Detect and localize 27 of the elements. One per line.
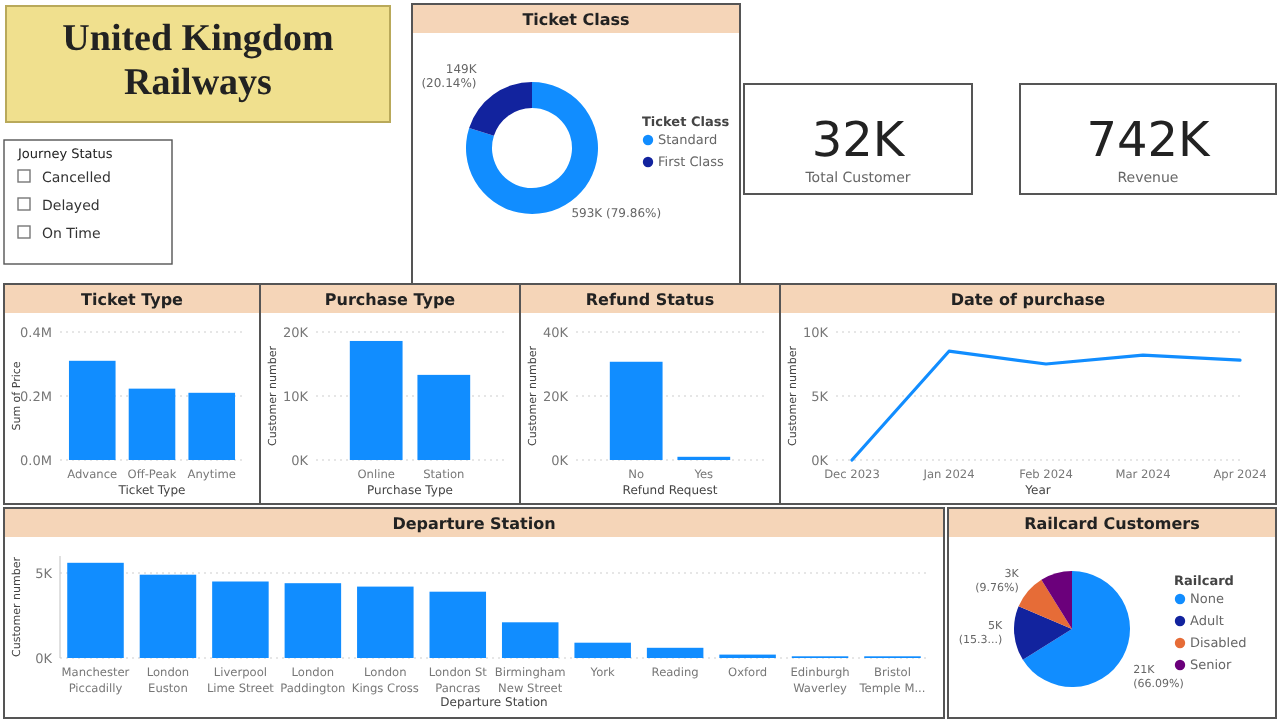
chart-title: Refund Status [585, 291, 715, 309]
bar [67, 562, 124, 658]
bar [139, 574, 197, 658]
chart-title: Purchase Type [324, 291, 457, 309]
text: 32K [811, 112, 907, 168]
bar [357, 586, 414, 658]
bar [128, 388, 176, 460]
line-series [850, 349, 1242, 462]
chart-title: Railcard Customers [1024, 515, 1201, 533]
pie-slice [1018, 579, 1072, 629]
pie-slice [1014, 606, 1072, 660]
pie-slice [1041, 571, 1072, 629]
bar [646, 647, 704, 658]
chart-title: Ticket Type [81, 291, 185, 309]
chart-title: Date of purchase [950, 291, 1107, 309]
bar [284, 583, 342, 658]
chart-title: Departure Station [392, 515, 557, 533]
bar [68, 360, 116, 460]
bar [501, 622, 559, 658]
text: United Kingdom Railways [62, 18, 334, 104]
bar [429, 591, 487, 658]
bar [212, 581, 269, 658]
bar [574, 642, 631, 658]
text: 742K [1086, 112, 1213, 168]
chart-title: Ticket Class [522, 11, 631, 29]
pie-slice [1022, 571, 1130, 687]
bar [188, 392, 236, 460]
